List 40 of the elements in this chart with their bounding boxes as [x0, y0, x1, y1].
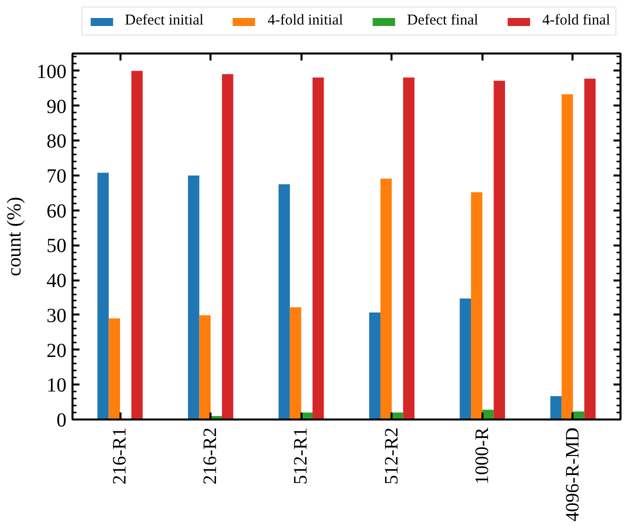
- y-tick-label: 30: [46, 304, 66, 327]
- x-tick-label: 216-R2: [200, 428, 222, 484]
- bar: [584, 78, 596, 420]
- bar: [403, 78, 414, 420]
- legend-label: Defect final: [407, 12, 478, 30]
- y-tick-label: 60: [46, 200, 66, 222]
- bar: [290, 307, 302, 420]
- bar: [131, 70, 143, 420]
- y-tick-label: 90: [46, 96, 66, 118]
- y-tick-label: 20: [46, 340, 66, 362]
- y-tick-label: 10: [46, 374, 66, 397]
- y-axis-title: count (%): [4, 196, 26, 276]
- bar: [550, 396, 562, 420]
- y-tick-label: 0: [56, 410, 66, 432]
- x-tick-label: 512-R1: [290, 428, 312, 484]
- bar: [278, 184, 290, 420]
- legend-label: Defect initial: [124, 12, 204, 30]
- y-tick-label: 100: [36, 60, 66, 83]
- y-tick-label: 40: [46, 270, 66, 292]
- legend-label: 4-fold final: [542, 12, 610, 30]
- bar: [562, 94, 573, 420]
- x-tick-label: 512-R2: [381, 428, 402, 484]
- bar: [471, 192, 482, 420]
- bar: [380, 178, 392, 420]
- y-tick-label: 50: [46, 235, 66, 258]
- bar: [460, 298, 472, 420]
- bar: [97, 172, 109, 420]
- x-tick-label: 4096-R-MD: [562, 427, 584, 522]
- bar: [199, 315, 211, 420]
- bar: [369, 312, 380, 420]
- legend-label: 4-fold initial: [268, 12, 343, 30]
- y-tick-label: 70: [46, 166, 66, 188]
- bar: [494, 80, 506, 420]
- x-tick-label: 216-R1: [110, 428, 131, 484]
- x-tick-label: 1000-R: [472, 427, 493, 484]
- y-tick-label: 80: [46, 130, 66, 153]
- bar: [188, 176, 200, 420]
- bar: [312, 78, 324, 420]
- bar: [108, 318, 120, 420]
- bar: [222, 74, 234, 420]
